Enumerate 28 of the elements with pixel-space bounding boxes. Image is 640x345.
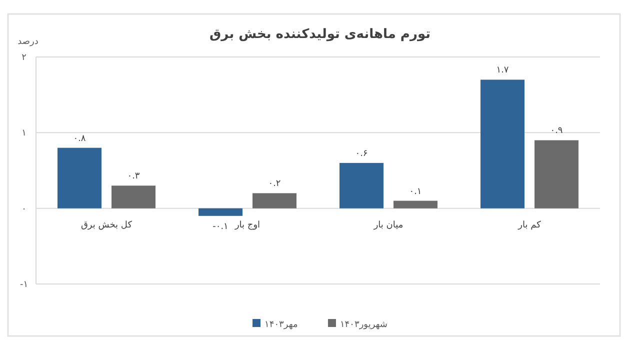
data-label: ۰.۱	[409, 186, 422, 197]
bar	[58, 148, 102, 208]
data-label: ۰.۸	[73, 134, 86, 144]
data-label: ۰.۶	[355, 148, 368, 159]
y-tick-label: -۱	[20, 280, 28, 290]
bar	[340, 162, 384, 208]
x-tick-label: کم بار	[517, 220, 542, 230]
bar	[394, 200, 438, 208]
data-label: ۰.۹	[550, 126, 563, 136]
bar	[534, 140, 578, 208]
x-tick-label: کل بخش برق	[80, 220, 133, 230]
x-tick-label: میان بار	[372, 220, 404, 230]
data-label: ۰.۳	[127, 172, 140, 182]
y-axis-title: درصد	[18, 37, 38, 47]
data-label: ۰.۲	[268, 179, 281, 190]
data-label: ۱.۷	[496, 66, 509, 76]
bar	[198, 208, 242, 216]
y-tick-label: ۱	[22, 128, 26, 139]
x-tick-label: اوج بار	[234, 220, 260, 230]
bar	[112, 186, 156, 208]
chart-title: تورم ماهانه‌ی تولیدکننده بخش برق	[210, 27, 430, 42]
y-tick-label: ۰	[22, 204, 26, 214]
bar	[252, 193, 296, 208]
data-label: -۰.۱	[212, 222, 228, 232]
y-tick-label: ۲	[22, 53, 27, 63]
legend-label: مهر۱۴۰۳	[264, 320, 298, 330]
legend-label: شهریور۱۴۰۳	[340, 320, 388, 330]
bar	[480, 80, 524, 208]
